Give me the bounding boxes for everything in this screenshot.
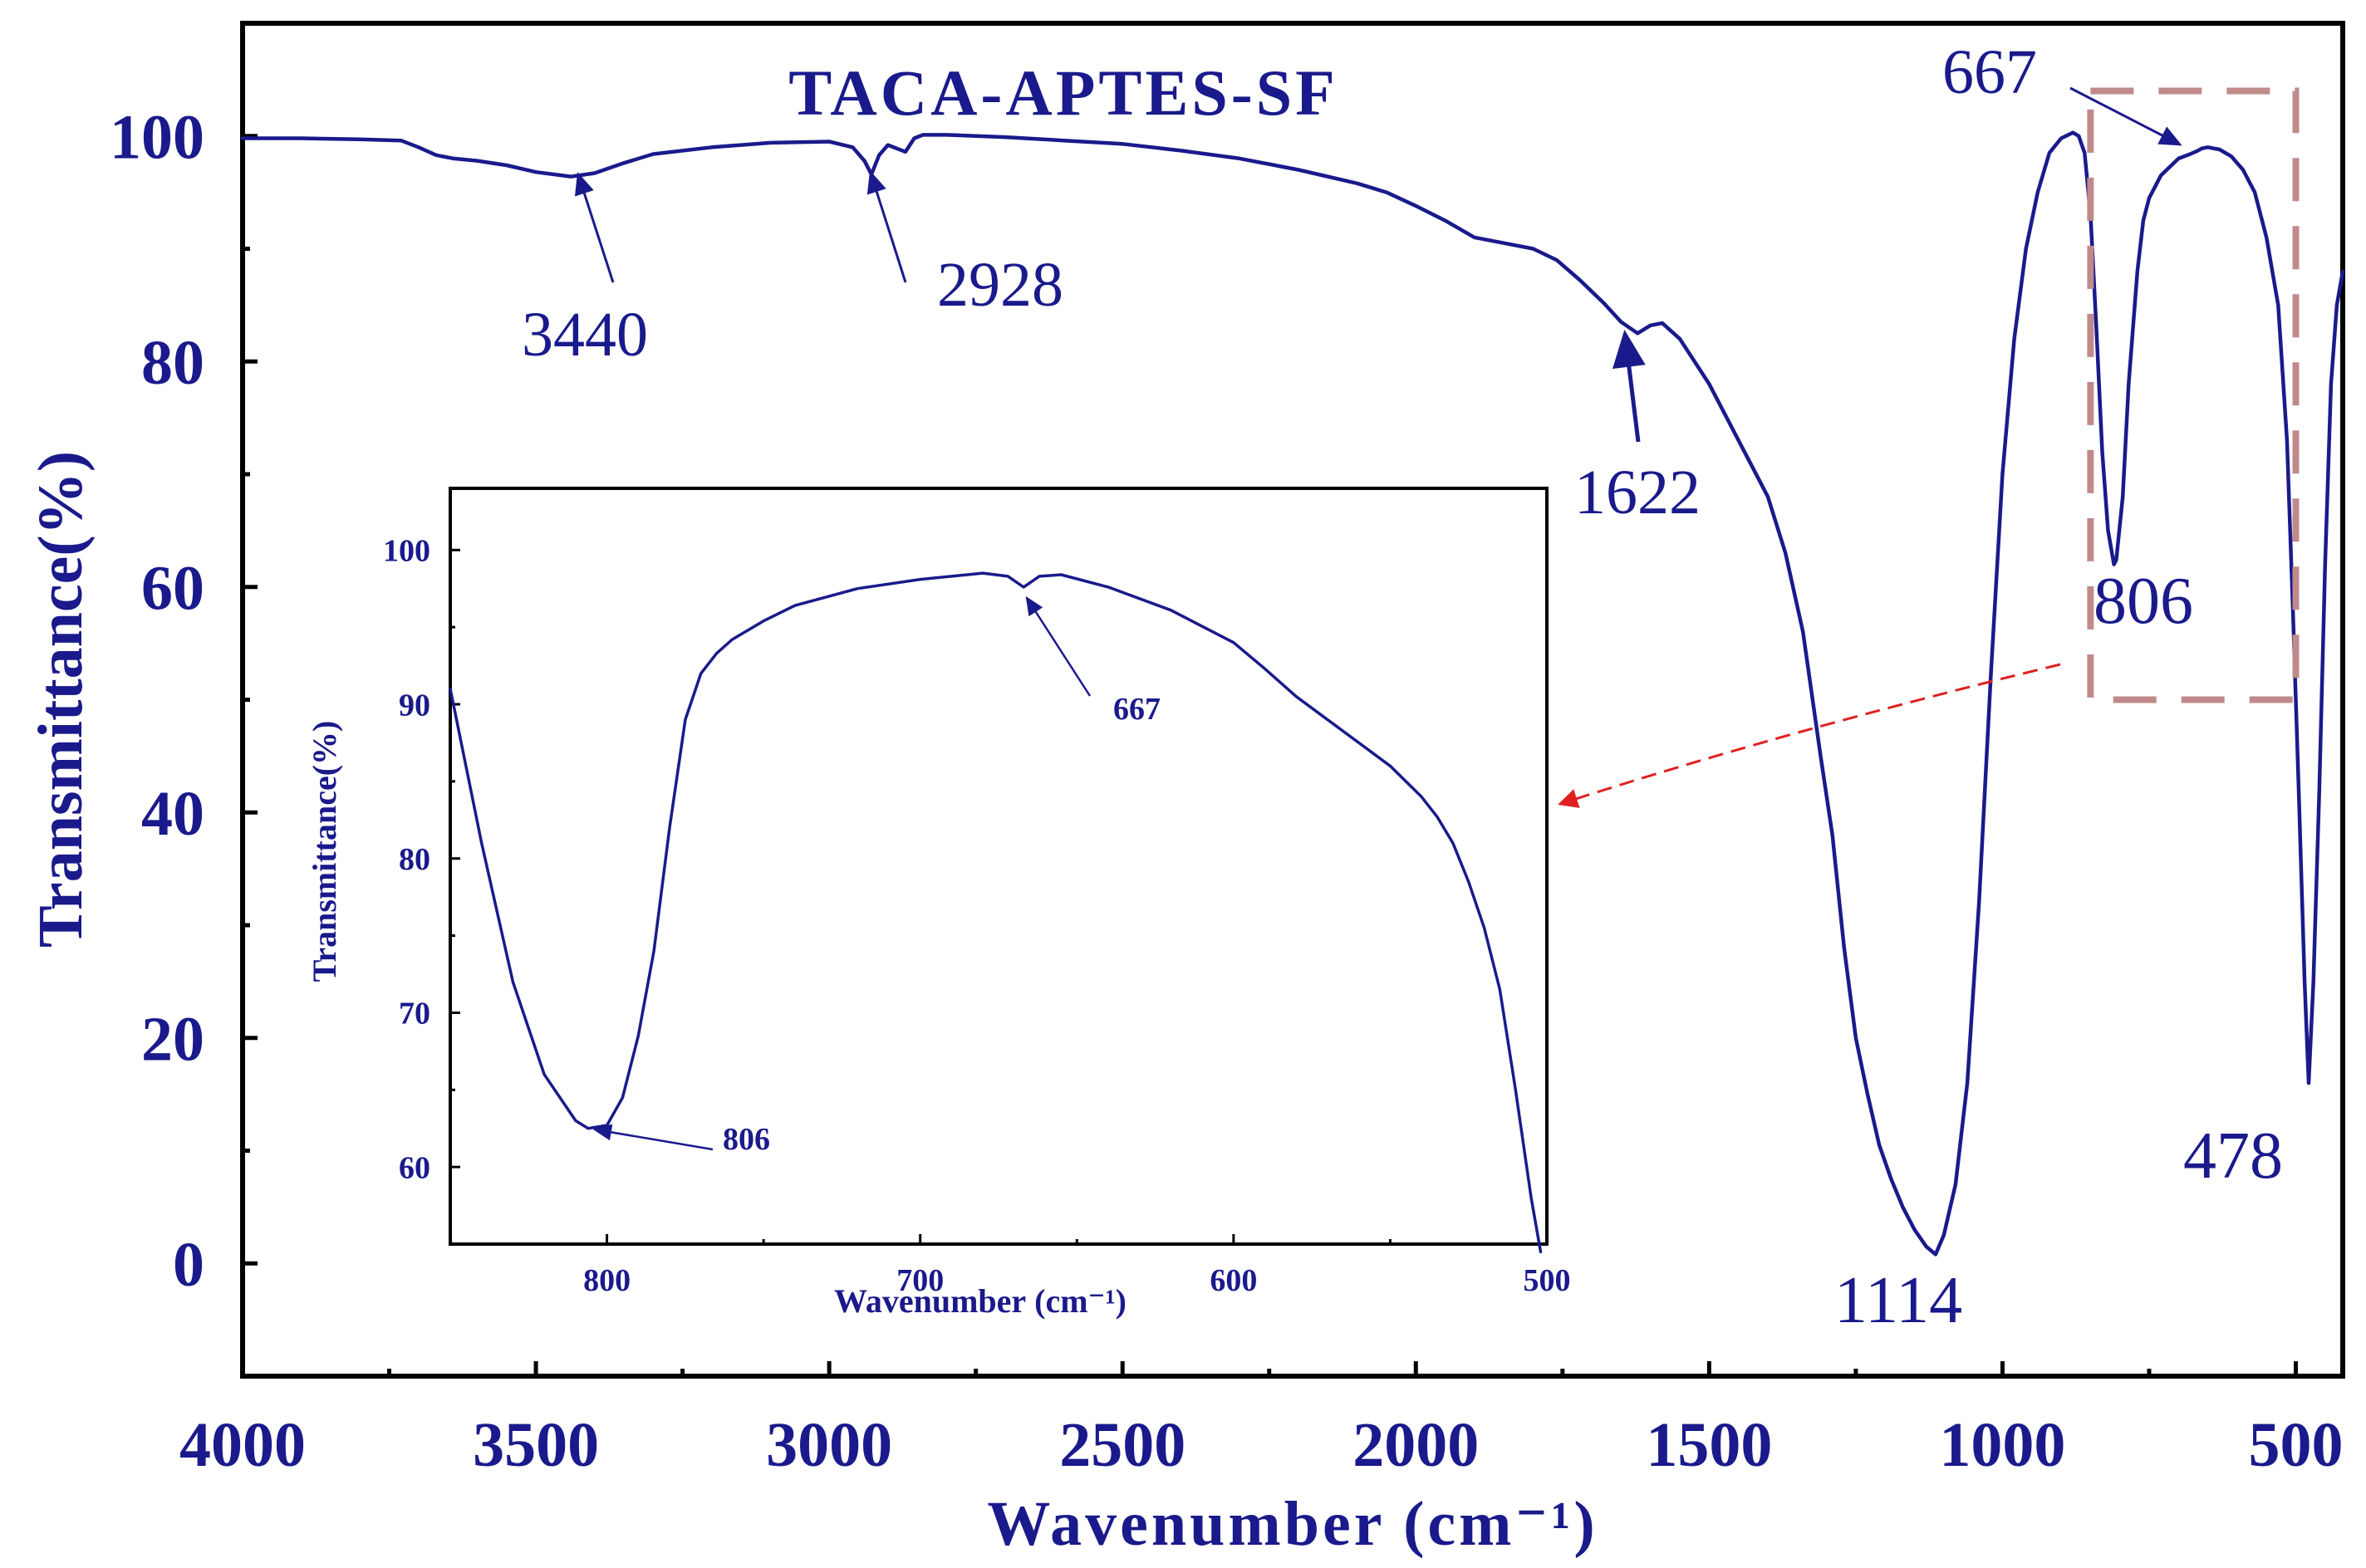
inset-peak-667-label: 667 <box>1113 692 1161 727</box>
main-y-axis: 0 20 40 60 80 100 <box>110 102 258 1300</box>
inset-xtick-label-800: 800 <box>583 1263 631 1298</box>
main-chart: 4000 3500 3000 2500 2000 1500 1000 500 02040608… <box>26 21 2345 1559</box>
main-ytick-label-80: 80 <box>141 328 204 398</box>
inset-background <box>450 488 1547 1244</box>
peak-667-arrow <box>2069 86 2182 146</box>
inset-chart: 800 700 600 500 60 70 80 90 100 Wavenumber (cm⁻… <box>306 487 1571 1320</box>
main-series-line <box>240 130 2345 1257</box>
peak-2928: 2928 <box>866 170 1063 320</box>
inset-y-axis: 60 70 80 90 100 <box>383 534 460 1185</box>
peak-3440-arrow <box>574 172 615 283</box>
inset-ytick-label-80: 80 <box>399 842 430 877</box>
inset-peak-806-arrow <box>592 1124 714 1151</box>
inset-x-axis: 800 700 600 500 <box>583 1234 1571 1298</box>
inset-y-axis-label: Transmittance(%) <box>306 721 343 982</box>
main-ytick-label-0: 0 <box>173 1230 204 1300</box>
peak-3440-label: 3440 <box>522 300 648 370</box>
inset-ytick-label-60: 60 <box>399 1150 430 1185</box>
peak-667-label: 667 <box>1942 37 2037 107</box>
peak-1622: 1622 <box>1574 330 1701 527</box>
main-ytick-label-100: 100 <box>110 102 204 172</box>
main-xtick-label-1500: 1500 <box>1646 1410 1772 1480</box>
inset-peak-667: 667 <box>1025 595 1161 727</box>
inset-peak-806: 806 <box>592 1122 770 1157</box>
zoom-region-box <box>2087 87 2300 703</box>
peak-1622-label: 1622 <box>1574 458 1701 527</box>
inset-ytick-label-70: 70 <box>399 997 430 1031</box>
peak-2928-arrow <box>866 170 907 283</box>
main-xtick-label-2000: 2000 <box>1352 1410 1479 1480</box>
main-x-axis-label: Wavenumber (cm⁻¹) <box>987 1489 1598 1559</box>
inset-xtick-label-600: 600 <box>1210 1263 1257 1298</box>
inset-plot-frame <box>449 487 1549 1246</box>
main-xtick-label-4000: 4000 <box>179 1410 306 1480</box>
inset-ytick-label-100: 100 <box>383 534 430 569</box>
zoom-connector-arrow <box>1558 663 2061 808</box>
main-y-axis-label: Transmittance(%) <box>26 451 96 948</box>
main-x-axis: 4000 3500 3000 2500 2000 1500 1000 500 <box>179 1361 2344 1480</box>
inset-series-line <box>449 571 1543 1254</box>
main-title: TACA-APTES-SF <box>788 56 1338 129</box>
main-xtick-label-2500: 2500 <box>1059 1410 1185 1480</box>
peak-1622-arrow <box>1613 330 1646 443</box>
inset-xtick-label-500: 500 <box>1524 1263 1571 1298</box>
peak-478-label: 478 <box>2183 1120 2283 1193</box>
main-ytick-label-20: 20 <box>141 1004 204 1074</box>
main-ytick-label-40: 40 <box>141 779 204 849</box>
inset-peak-806-label: 806 <box>723 1122 770 1157</box>
peak-3440: 3440 <box>522 172 648 370</box>
peak-2928-label: 2928 <box>937 250 1063 320</box>
main-xtick-label-500: 500 <box>2249 1410 2344 1480</box>
main-xtick-label-3500: 3500 <box>473 1410 599 1480</box>
inset-ytick-label-90: 90 <box>399 688 430 723</box>
peak-806-label: 806 <box>2094 565 2193 638</box>
main-ytick-label-60: 60 <box>141 553 204 623</box>
main-xtick-label-3000: 3000 <box>766 1410 892 1480</box>
inset-xtick-label-700: 700 <box>896 1263 944 1298</box>
inset-x-axis-label: Wavenumber (cm⁻¹) <box>834 1282 1127 1320</box>
inset-peak-667-arrow <box>1025 595 1092 697</box>
peak-1114-label: 1114 <box>1834 1264 1962 1337</box>
main-xtick-label-1000: 1000 <box>1939 1410 2065 1480</box>
peak-667: 667 <box>1942 37 2182 146</box>
